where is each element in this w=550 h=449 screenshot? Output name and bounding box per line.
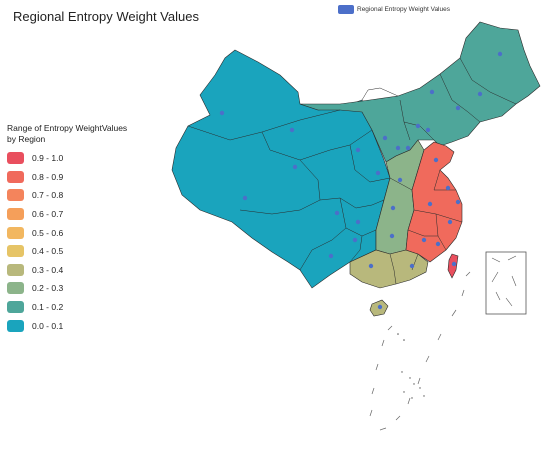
- point-shanxi: [395, 145, 401, 151]
- legend-item: 0.4 - 0.5: [7, 242, 137, 261]
- region-taiwan: [447, 253, 459, 279]
- legend-label: 0.9 - 1.0: [32, 153, 64, 164]
- point-shanghai: [455, 199, 461, 205]
- point-hebei: [405, 145, 411, 151]
- point-yunnan: [328, 253, 334, 259]
- legend-label: 0.3 - 0.4: [32, 264, 64, 275]
- legend-swatch: [7, 189, 24, 202]
- legend-swatch: [7, 301, 24, 314]
- region-east: [405, 141, 463, 263]
- legend-title: Range of Entropy WeightValues by Region: [7, 123, 128, 144]
- point-tianjin: [425, 127, 431, 133]
- top-legend-swatch: [338, 5, 354, 14]
- province-points: [219, 51, 503, 310]
- point-ningxia: [355, 147, 361, 153]
- point-beijing: [415, 123, 421, 129]
- point-liaoning: [455, 105, 461, 111]
- legend-label: 0.8 - 0.9: [32, 171, 64, 182]
- point-jilin: [477, 91, 483, 97]
- legend-label: 0.0 - 0.1: [32, 320, 64, 331]
- legend-label: 0.6 - 0.7: [32, 209, 64, 220]
- point-hubei: [390, 205, 396, 211]
- point-jiangsu: [445, 185, 451, 191]
- region-west: [171, 49, 391, 289]
- legend-swatch: [7, 263, 24, 276]
- legend-swatch: [7, 319, 24, 332]
- legend-item: 0.8 - 0.9: [7, 168, 137, 187]
- point-shandong: [433, 157, 439, 163]
- point-gansu: [289, 127, 295, 133]
- legend-item: 0.3 - 0.4: [7, 261, 137, 280]
- top-legend-label: Regional Entropy Weight Values: [357, 6, 450, 13]
- legend-item: 0.5 - 0.6: [7, 223, 137, 242]
- scattered-islands: [397, 333, 425, 399]
- point-chongqing: [355, 219, 361, 225]
- point-hunan: [389, 233, 395, 239]
- legend-item: 0.1 - 0.2: [7, 298, 137, 317]
- top-legend: Regional Entropy Weight Values: [338, 5, 450, 14]
- legend-swatch: [7, 226, 24, 239]
- point-fujian: [435, 241, 441, 247]
- point-sichuan: [334, 210, 340, 216]
- legend-swatch: [7, 282, 24, 295]
- point-xinjiang: [219, 110, 225, 116]
- point-jiangxi: [421, 237, 427, 243]
- legend-swatch: [7, 152, 24, 165]
- point-heilongjiang: [497, 51, 503, 57]
- south-sea-inset-islands: [491, 255, 517, 307]
- legend-swatch: [7, 245, 24, 258]
- legend-label: 0.4 - 0.5: [32, 246, 64, 257]
- point-tibet: [242, 195, 248, 201]
- legend-item: 0.7 - 0.8: [7, 186, 137, 205]
- point-taiwan: [451, 261, 457, 267]
- legend-label: 0.1 - 0.2: [32, 302, 64, 313]
- legend-items: 0.9 - 1.0 0.8 - 0.9 0.7 - 0.8 0.6 - 0.7 0.5 …: [7, 149, 137, 335]
- map-title: Regional Entropy Weight Values: [13, 9, 199, 24]
- point-guangdong: [409, 263, 415, 269]
- point-zhejiang: [447, 219, 453, 225]
- legend-label: 0.7 - 0.8: [32, 190, 64, 201]
- legend-item: 0.2 - 0.3: [7, 279, 137, 298]
- range-legend: Range of Entropy WeightValues by Region …: [7, 123, 137, 335]
- point-inner-north: [429, 89, 435, 95]
- island-dashes: [369, 271, 471, 431]
- legend-swatch: [7, 170, 24, 183]
- legend-item: 0.0 - 0.1: [7, 316, 137, 335]
- point-shaanxi: [375, 170, 381, 176]
- point-henan: [397, 177, 403, 183]
- legend-label: 0.5 - 0.6: [32, 227, 64, 238]
- legend-swatch: [7, 208, 24, 221]
- point-hainan: [377, 304, 383, 310]
- point-anhui: [427, 201, 433, 207]
- point-innermongolia: [382, 135, 388, 141]
- legend-item: 0.9 - 1.0: [7, 149, 137, 168]
- legend-item: 0.6 - 0.7: [7, 205, 137, 224]
- south-sea-inset: [485, 251, 527, 315]
- point-guizhou: [352, 237, 358, 243]
- point-guangxi: [368, 263, 374, 269]
- point-qinghai: [292, 164, 298, 170]
- legend-label: 0.2 - 0.3: [32, 283, 64, 294]
